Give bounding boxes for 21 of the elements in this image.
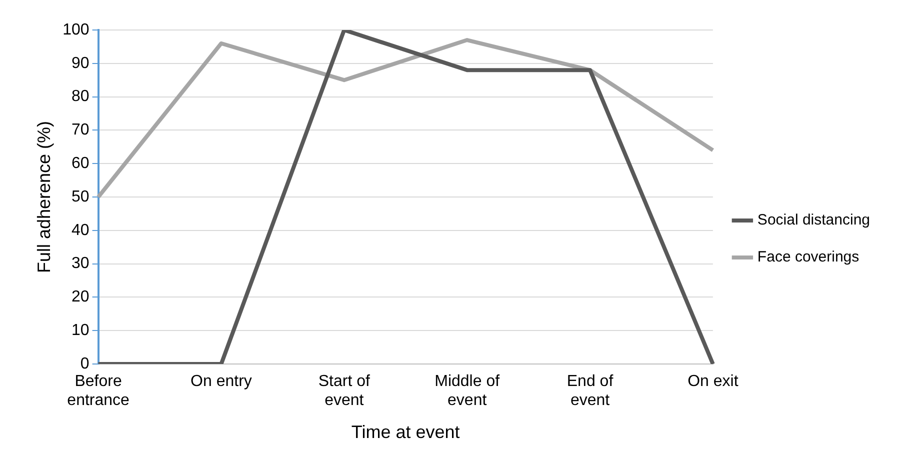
y-tick-label: 70 (72, 122, 90, 139)
x-tick-label: Middle of event (434, 373, 500, 410)
y-tick-label: 80 (72, 88, 90, 106)
y-tick-label: 60 (72, 155, 90, 172)
y-axis-title: Full adherence (%) (34, 120, 54, 274)
y-tick-label: 20 (72, 288, 90, 306)
x-tick-label: End of event (566, 373, 614, 410)
y-tick-label: 100 (62, 21, 90, 38)
legend-label: Social distancing (757, 212, 870, 229)
y-tick-label: 30 (72, 255, 90, 272)
y-tick-label: 10 (72, 322, 90, 340)
y-tick-label: 0 (80, 355, 90, 372)
legend-label: Face coverings (757, 248, 860, 266)
x-tick-label: On entry (190, 373, 252, 390)
x-tick-label: Start of event (318, 373, 370, 410)
x-tick-label: Before entrance (67, 373, 130, 410)
y-tick-label: 50 (72, 188, 90, 206)
y-tick-label: 40 (72, 222, 90, 239)
y-tick-label: 90 (72, 54, 90, 72)
x-axis-title: Time at event (351, 422, 460, 442)
x-tick-label: On exit (688, 373, 739, 390)
